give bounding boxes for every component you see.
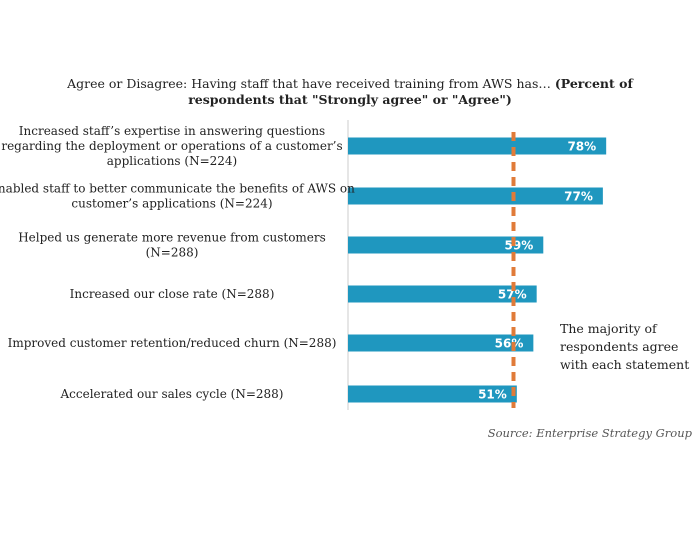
value-labels: 78% 77% 59% 57% 56% 51%: [478, 140, 596, 402]
value-label: 59%: [505, 239, 534, 253]
value-label: 77%: [564, 190, 593, 204]
annotation-line: The majority of: [560, 321, 658, 336]
value-label: 51%: [478, 388, 507, 402]
value-label: 57%: [498, 288, 527, 302]
bar: [348, 385, 517, 403]
bars-group: [348, 137, 607, 403]
chart-title-bold-text: (Percent of: [555, 76, 635, 91]
category-label-line: Increased our close rate (N=288): [70, 287, 275, 301]
category-label-line: Increased staff’s expertise in answering…: [19, 124, 325, 138]
annotation-line: with each statement: [560, 357, 689, 372]
category-label: Helped us generate more revenue from cus…: [18, 231, 326, 260]
category-label-line: Improved customer retention/reduced chur…: [8, 336, 337, 350]
chart-title-bold-text: respondents that "Strongly agree" or "Ag…: [188, 92, 512, 107]
category-label: Increased our close rate (N=288): [70, 287, 275, 301]
source-note: Source: Enterprise Strategy Group: [488, 426, 693, 440]
category-label-line: (N=288): [146, 246, 199, 260]
value-label: 56%: [495, 337, 524, 351]
bar: [348, 334, 534, 352]
chart-title-line: Agree or Disagree: Having staff that hav…: [66, 76, 634, 91]
category-label-line: applications (N=224): [107, 154, 237, 168]
bar: [348, 236, 544, 254]
majority-annotation: The majority of respondents agree with eac…: [560, 321, 689, 372]
category-label: Increased staff’s expertise in answering…: [1, 124, 342, 168]
category-label-line: regarding the deployment or operations o…: [1, 139, 342, 153]
category-label-line: Helped us generate more revenue from cus…: [18, 231, 326, 245]
category-label: Accelerated our sales cycle (N=288): [60, 387, 284, 401]
value-label: 78%: [567, 140, 596, 154]
chart-title-line: respondents that "Strongly agree" or "Ag…: [188, 92, 512, 107]
bar: [348, 285, 537, 303]
bar: [348, 137, 607, 155]
category-labels: Increased staff’s expertise in answering…: [0, 124, 355, 401]
category-label-line: Accelerated our sales cycle (N=288): [60, 387, 284, 401]
category-label-line: customer’s applications (N=224): [71, 197, 272, 211]
annotation-line: respondents agree: [560, 339, 678, 354]
category-label: Enabled staff to better communicate the …: [0, 182, 355, 211]
category-label-line: Enabled staff to better communicate the …: [0, 182, 355, 196]
annotation-text: The majority of respondents agree with eac…: [560, 321, 689, 372]
bar: [348, 187, 603, 205]
chart-title: Agree or Disagree: Having staff that hav…: [66, 76, 634, 107]
category-label: Improved customer retention/reduced chur…: [8, 336, 337, 350]
chart-title-text: Agree or Disagree: Having staff that hav…: [66, 76, 555, 91]
